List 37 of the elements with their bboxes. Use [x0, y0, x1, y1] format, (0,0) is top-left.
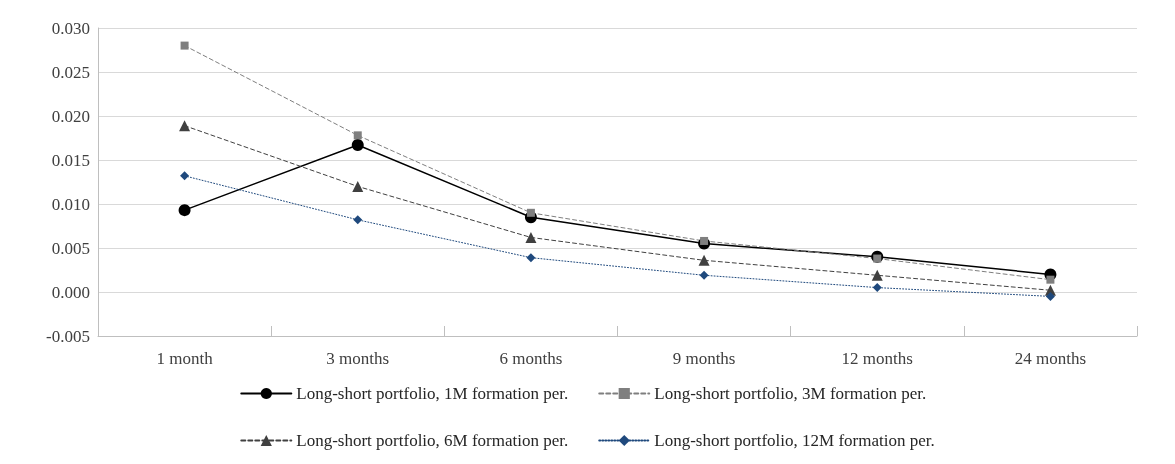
x-tick-label: 1 month — [156, 349, 214, 368]
y-tick-label: 0.020 — [51, 106, 90, 126]
point — [872, 283, 882, 293]
point — [352, 180, 364, 192]
point — [699, 270, 709, 280]
point — [179, 120, 191, 132]
point — [1046, 275, 1055, 284]
y-tick-label: 0.010 — [51, 194, 90, 214]
point — [1045, 291, 1055, 301]
x-tick-label: 9 months — [672, 349, 736, 368]
y-tick-label: -0.005 — [46, 326, 90, 346]
point — [526, 253, 536, 263]
point — [698, 254, 710, 266]
point — [871, 269, 883, 281]
legend-label: Long-short portfolio, 12M formation per. — [654, 431, 935, 450]
y-tick-label: 0.000 — [51, 282, 90, 302]
legend-label: Long-short portfolio, 6M formation per. — [296, 431, 569, 450]
y-tick-label: 0.015 — [51, 150, 90, 170]
legend-label: Long-short portfolio, 1M formation per. — [296, 384, 569, 403]
y-tick-label: 0.005 — [51, 238, 90, 258]
x-tick-label: 3 months — [326, 349, 390, 368]
point — [180, 41, 189, 50]
point — [525, 231, 537, 243]
y-tick-label: 0.025 — [51, 62, 90, 82]
point — [873, 254, 882, 263]
point — [178, 204, 191, 217]
point — [353, 131, 362, 140]
point — [526, 208, 535, 217]
x-tick-label: 24 months — [1014, 349, 1087, 368]
point — [180, 171, 190, 181]
point — [700, 236, 709, 245]
x-tick-label: 12 months — [841, 349, 913, 368]
y-tick-label: 0.030 — [51, 18, 90, 38]
x-tick-label: 6 months — [499, 349, 563, 368]
legend-label: Long-short portfolio, 3M formation per. — [654, 384, 927, 403]
point — [353, 215, 363, 225]
point — [351, 139, 364, 152]
